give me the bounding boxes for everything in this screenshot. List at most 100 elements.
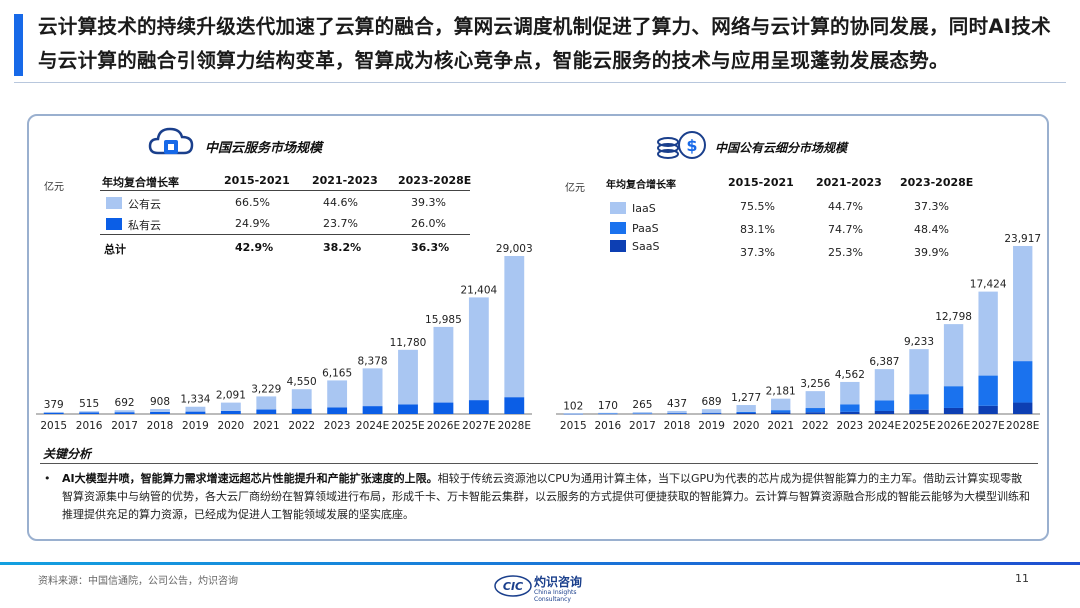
bar-total-label-2015: 379 <box>44 399 64 411</box>
bar-segment-SaaS-2023 <box>840 411 860 414</box>
bar-total-label-2023: 4,562 <box>835 369 865 381</box>
bar-total-label-2018: 908 <box>150 396 170 408</box>
right-col-header-1: 2015-2021 <box>728 176 794 189</box>
bar-segment-SaaS-2018 <box>667 413 687 414</box>
left-row-label-private: 私有云 <box>128 219 161 232</box>
bar-segment-PaaS-2017 <box>632 413 653 414</box>
bar-segment-公有云-2027E <box>468 297 489 401</box>
bar-total-label-2021: 3,229 <box>251 383 281 395</box>
right-row-saas-v2: 25.3% <box>828 246 863 259</box>
bar-segment-公有云-2016 <box>79 411 100 413</box>
bar-total-label-2028E: 29,003 <box>496 243 533 255</box>
bar-segment-IaaS-2027E <box>978 291 998 376</box>
x-tick-label-2023: 2023 <box>324 420 351 432</box>
left-table-rule-bottom <box>100 234 470 235</box>
bar-segment-公有云-2025E <box>398 349 418 405</box>
bar-segment-私有云-2025E <box>398 404 418 414</box>
bar-segment-SaaS-2020 <box>736 413 756 414</box>
analysis-bullet: • <box>44 472 51 485</box>
bar-total-label-2023: 6,165 <box>322 367 352 379</box>
x-tick-label-2022: 2022 <box>802 420 829 432</box>
legend-public-swatch <box>106 197 122 209</box>
bar-segment-SaaS-2026E <box>943 407 964 414</box>
left-total-v3: 36.3% <box>411 241 450 254</box>
bar-segment-PaaS-2020 <box>736 411 756 414</box>
bar-segment-公有云-2022 <box>291 389 312 409</box>
bar-segment-PaaS-2016 <box>598 413 618 415</box>
bar-segment-私有云-2018 <box>150 411 170 414</box>
coins-dollar-icon: $ <box>657 131 706 159</box>
bar-total-label-2018: 437 <box>667 398 687 410</box>
x-tick-label-2021: 2021 <box>253 420 280 432</box>
x-tick-label-2019: 2019 <box>182 420 209 432</box>
right-row-iaas-v2: 44.7% <box>828 200 863 213</box>
headline-divider <box>14 82 1066 83</box>
page-number: 11 <box>1015 572 1029 585</box>
bar-total-label-2017: 692 <box>115 397 135 409</box>
x-tick-label-2017: 2017 <box>111 420 138 432</box>
bar-total-label-2019: 689 <box>702 396 722 408</box>
legend-paas-swatch <box>610 222 626 234</box>
bar-segment-SaaS-2024E <box>874 410 895 414</box>
left-table-rule-top <box>100 190 470 191</box>
bar-segment-私有云-2023 <box>327 407 348 414</box>
bar-segment-IaaS-2022 <box>805 391 825 409</box>
legend-saas-swatch <box>610 240 626 252</box>
logo-en-text: China Insights Consultancy <box>534 589 577 603</box>
x-tick-label-2016: 2016 <box>76 420 103 432</box>
left-total-v2: 38.2% <box>323 241 362 254</box>
right-row-iaas-v1: 75.5% <box>740 200 775 213</box>
left-unit-label: 亿元 <box>44 182 64 193</box>
bar-segment-SaaS-2021 <box>771 412 791 414</box>
bar-total-label-2016: 170 <box>598 400 618 412</box>
x-tick-label-2028E: 2028E <box>1006 420 1039 432</box>
x-tick-label-2015: 2015 <box>40 420 67 432</box>
accent-bar <box>14 14 23 76</box>
x-tick-label-2025E: 2025E <box>902 420 935 432</box>
bar-segment-IaaS-2026E <box>943 324 964 387</box>
bar-segment-PaaS-2019 <box>701 412 722 414</box>
right-row-saas-v3: 39.9% <box>914 246 949 259</box>
left-row-label-public: 公有云 <box>128 198 161 211</box>
right-cagr-label: 年均复合增长率 <box>606 180 676 191</box>
bar-segment-公有云-2019 <box>185 406 206 412</box>
right-chart-title: 中国公有云细分市场规模 <box>715 141 848 155</box>
right-row-saas-v1: 37.3% <box>740 246 775 259</box>
logo-cn-text: 灼识咨询 <box>534 575 583 589</box>
x-tick-label-2017: 2017 <box>629 420 656 432</box>
right-row-label-paas: PaaS <box>632 222 659 235</box>
x-tick-label-2026E: 2026E <box>937 420 970 432</box>
bar-total-label-2015: 102 <box>563 400 583 412</box>
bar-total-label-2017: 265 <box>632 399 652 411</box>
x-tick-label-2023: 2023 <box>836 420 863 432</box>
x-tick-label-2019: 2019 <box>698 420 725 432</box>
bar-segment-公有云-2018 <box>150 409 170 412</box>
cic-logo: CIC 灼识咨询 China Insights Consultancy <box>494 572 594 603</box>
bar-segment-公有云-2021 <box>256 396 277 410</box>
bar-total-label-2027E: 17,424 <box>970 279 1007 291</box>
bar-segment-PaaS-2022 <box>805 408 825 413</box>
right-row-paas-v2: 74.7% <box>828 223 863 236</box>
bar-total-label-2020: 2,091 <box>216 390 246 402</box>
right-row-paas-v3: 48.4% <box>914 223 949 236</box>
bar-segment-IaaS-2018 <box>667 410 687 414</box>
bar-total-label-2025E: 9,233 <box>904 336 934 348</box>
bar-segment-私有云-2020 <box>220 410 241 414</box>
left-total-label: 总计 <box>104 243 126 256</box>
bar-segment-IaaS-2021 <box>771 398 791 411</box>
x-tick-label-2024E: 2024E <box>868 420 901 432</box>
left-total-v1: 42.9% <box>235 241 274 254</box>
bar-segment-私有云-2015 <box>43 412 64 414</box>
bar-total-label-2026E: 12,798 <box>935 311 972 323</box>
bar-total-label-2024E: 6,387 <box>869 356 899 368</box>
left-col-header-1: 2015-2021 <box>224 174 290 187</box>
right-col-header-3: 2023-2028E <box>900 176 974 189</box>
x-tick-label-2015: 2015 <box>560 420 587 432</box>
bar-segment-PaaS-2026E <box>943 386 964 408</box>
bar-total-label-2019: 1,334 <box>180 394 210 406</box>
bar-segment-PaaS-2024E <box>874 400 895 411</box>
bar-segment-PaaS-2015 <box>563 413 583 415</box>
cic-logo-mark: CIC <box>494 575 532 597</box>
bar-segment-私有云-2028E <box>504 397 525 414</box>
bar-segment-私有云-2021 <box>256 409 277 414</box>
